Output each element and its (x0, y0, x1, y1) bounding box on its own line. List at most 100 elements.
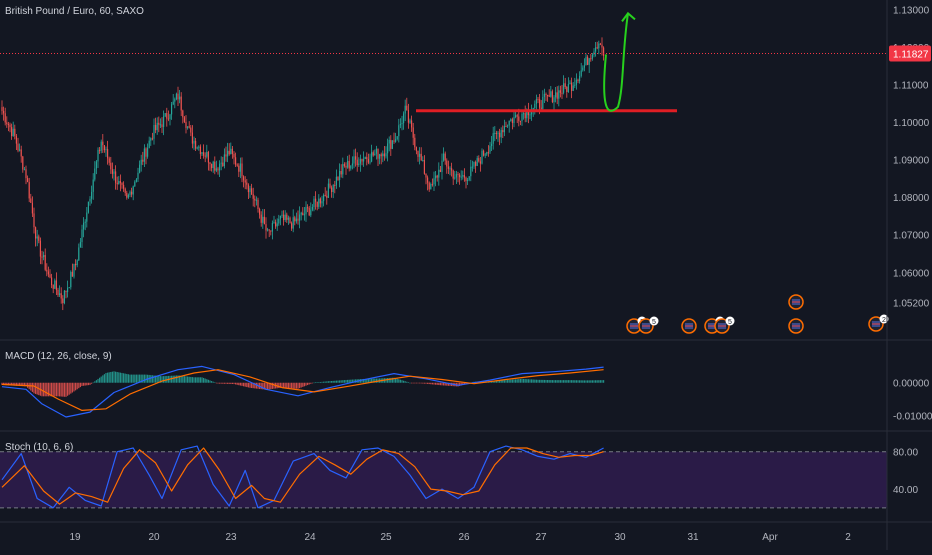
candle-body (457, 174, 459, 176)
macd-histogram-bar (268, 382, 270, 390)
time-axis[interactable]: 19 20 23 24 25 26 27 30 31 Apr 2 (69, 532, 851, 543)
candle-body (108, 158, 110, 163)
macd-histogram-bar (135, 374, 137, 383)
candle-body (387, 143, 389, 154)
candle-body (286, 214, 288, 220)
candle-body (391, 140, 393, 149)
candle-body (225, 154, 227, 157)
candle-body (534, 103, 536, 108)
candle-body (161, 124, 163, 127)
candle-body (271, 222, 273, 232)
candle-body (351, 163, 353, 166)
macd-histogram-bar (143, 374, 145, 383)
macd-histogram-bar (539, 379, 541, 383)
macd-histogram-bar (291, 382, 293, 389)
candle-body (291, 223, 293, 229)
candle-body (332, 185, 334, 193)
projection-arrow[interactable] (603, 13, 629, 112)
macd-histogram-bar (415, 382, 417, 384)
macd-histogram-bar (531, 379, 533, 383)
macd-histogram-bar (235, 382, 237, 385)
macd-histogram-bar (414, 382, 416, 384)
macd-histogram-bar (172, 375, 174, 383)
candle-body (211, 164, 213, 169)
current-price-tag-box (889, 45, 931, 62)
stoch-axis[interactable]: 80.00 40.00 (893, 448, 918, 496)
macd-histogram-bar (127, 374, 129, 383)
stoch-tick-label: 80.00 (893, 448, 918, 459)
macd-histogram-bar (97, 378, 99, 383)
macd-histogram-bar (507, 380, 509, 383)
macd-histogram-bar (561, 380, 563, 383)
candle-body (375, 148, 377, 154)
macd-histogram-bar (195, 377, 197, 383)
macd-histogram-bar (246, 382, 248, 388)
macd-histogram-bar (331, 380, 333, 383)
macd-histogram-bar (340, 380, 342, 383)
macd-histogram-bar (518, 379, 520, 383)
candle-body (175, 93, 177, 100)
signal-line (1, 369, 604, 411)
candle-body (179, 96, 181, 100)
candle-body (105, 149, 107, 151)
candle-body (371, 152, 373, 162)
candle-body (73, 263, 75, 277)
candle-body (163, 116, 165, 127)
macd-histogram-bar (217, 382, 219, 384)
macd-histogram-bar (78, 382, 80, 389)
candle-body (215, 168, 217, 171)
candle-body (487, 152, 489, 154)
macd-axis[interactable]: 0.00000 -0.01000 (893, 379, 932, 423)
event-count-badge (879, 314, 889, 324)
macd-histogram-bar (430, 382, 432, 385)
macd-histogram-bar (211, 381, 213, 383)
price-tick-label: 1.13000 (893, 5, 930, 16)
candle-body (326, 195, 328, 198)
candle-body (259, 209, 261, 215)
candle-body (276, 223, 278, 227)
candle-body (252, 194, 254, 199)
macd-histogram-bar (569, 380, 571, 383)
macd-histogram-bar (311, 382, 313, 384)
candle-body (494, 132, 496, 134)
candle-body (331, 187, 333, 193)
candle-body (127, 194, 129, 198)
macd-histogram-bar (158, 375, 160, 383)
candle-body (553, 97, 555, 103)
candle-body (409, 120, 411, 123)
macd-histogram-bar (574, 380, 576, 383)
macd-histogram-bar (299, 382, 301, 389)
stoch-band (0, 451, 887, 509)
candle-body (195, 140, 197, 149)
macd-histogram-bar (315, 382, 317, 384)
candle-body (199, 146, 201, 155)
event-badges[interactable]: 25552 (626, 294, 889, 334)
stoch-series (1, 445, 604, 509)
candle-body (436, 175, 438, 178)
macd-histogram-bar (332, 380, 334, 383)
candle-body (303, 214, 305, 216)
candle-body (23, 169, 25, 171)
macd-histogram-bar (182, 375, 184, 383)
candle-body (302, 212, 304, 215)
macd-histogram-bar (81, 382, 83, 386)
drawings[interactable] (416, 11, 677, 113)
macd-histogram-bar (86, 382, 88, 386)
candle-body (299, 214, 301, 221)
macd-histogram-bar (137, 374, 139, 383)
candle-body (380, 154, 382, 157)
macd-histogram-bar (134, 374, 136, 383)
macd-histogram-bar (323, 381, 325, 383)
candle-body (342, 164, 344, 175)
candle-body (236, 164, 238, 166)
candle-body (334, 185, 336, 187)
candle-body (148, 140, 150, 148)
candle-body (452, 170, 454, 179)
candle-body (251, 188, 253, 195)
macd-histogram-bar (337, 380, 339, 383)
price-tick-label: 1.10000 (893, 118, 930, 129)
macd-histogram-bar (263, 382, 265, 390)
candle-body (599, 43, 601, 45)
